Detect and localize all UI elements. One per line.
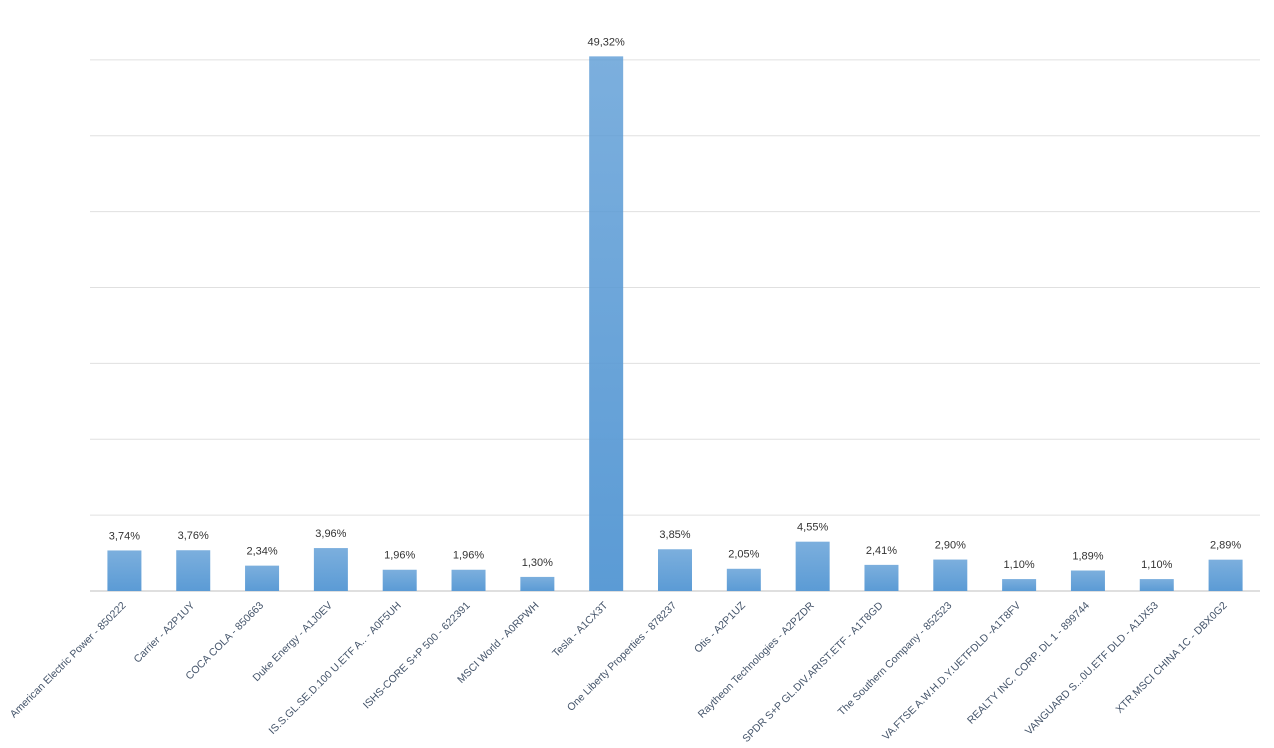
bar — [1208, 559, 1243, 591]
x-tick-label: Otis - A2P1UZ — [692, 599, 748, 655]
data-label: 49,32% — [588, 36, 626, 48]
bar — [589, 56, 624, 591]
x-tick-label: Tesla - A1CX3T — [550, 599, 610, 659]
x-tick-label: COCA COLA - 850663 — [183, 599, 266, 682]
x-tick-label: XTR.MSCI CHINA 1C - DBX0G2 — [1114, 599, 1230, 715]
data-label: 2,34% — [246, 546, 277, 558]
x-tick-label: VA.FTSE A.W.H.D.Y.UETFDLD -A1T8FV — [880, 600, 1023, 743]
data-label: 1,30% — [522, 557, 553, 569]
data-label: 1,10% — [1141, 559, 1172, 571]
bar — [795, 541, 830, 591]
bar — [245, 565, 280, 591]
data-label: 3,85% — [659, 529, 690, 541]
data-label: 2,41% — [866, 545, 897, 557]
data-label: 2,90% — [935, 539, 966, 551]
x-tick-label: Raytheon Technologies - A2PZDR — [696, 599, 817, 720]
data-label: 1,96% — [453, 550, 484, 562]
data-label: 1,89% — [1072, 550, 1103, 562]
bar — [176, 550, 211, 591]
data-label: 3,74% — [109, 530, 140, 542]
data-label: 1,10% — [1004, 559, 1035, 571]
bar — [520, 576, 555, 591]
bar — [313, 548, 348, 591]
x-tick-label: IS.S.GL.SE.D.100 U.ETF A.. - A0F5UH — [267, 600, 404, 737]
x-tick-label: American Electric Power - 850222 — [8, 599, 129, 720]
bar — [933, 559, 968, 591]
data-label: 2,89% — [1210, 540, 1241, 552]
data-label: 4,55% — [797, 522, 828, 534]
bar — [107, 550, 142, 591]
bar — [864, 564, 899, 591]
bar — [658, 549, 692, 591]
bar — [1002, 579, 1037, 591]
x-tick-label: One Liberty Properties - 878237 — [565, 599, 679, 713]
x-tick-label: SPDR S+P GL.DIV.ARIST.ETF - A1T8GD — [740, 599, 886, 745]
x-tick-label: Carrier - A2P1UY — [131, 600, 197, 666]
bar — [451, 569, 486, 591]
x-tick-label: The Southern Company - 852523 — [836, 599, 955, 718]
bar — [1139, 579, 1174, 591]
x-tick-label: VANGUARD S...0U.ETF DLD - A1JX53 — [1023, 599, 1161, 737]
data-label: 1,96% — [384, 550, 415, 562]
bar — [1070, 570, 1105, 591]
bar — [726, 568, 761, 591]
x-tick-label: REALTY INC. CORP. DL 1 - 899744 — [965, 599, 1092, 726]
data-label: 2,05% — [728, 549, 759, 561]
data-label: 3,76% — [178, 530, 209, 542]
bar — [382, 569, 417, 591]
data-label: 3,96% — [315, 528, 346, 540]
